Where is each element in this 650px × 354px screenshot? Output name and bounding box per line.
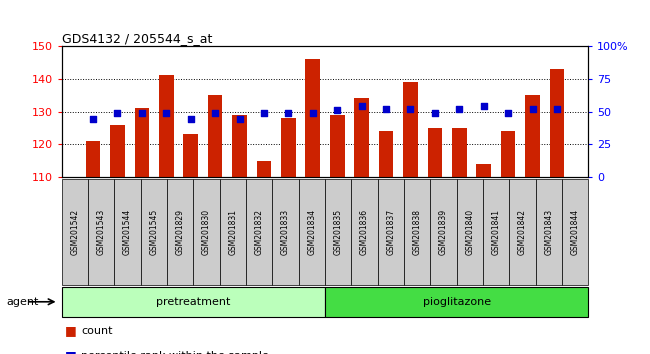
Text: GSM201838: GSM201838 — [413, 209, 422, 255]
Text: pioglitazone: pioglitazone — [422, 297, 491, 307]
Bar — [183, 135, 198, 177]
Text: GSM201833: GSM201833 — [281, 209, 290, 255]
Text: GSM201841: GSM201841 — [491, 209, 500, 255]
Bar — [208, 95, 222, 177]
Point — [478, 103, 489, 109]
Text: GSM201545: GSM201545 — [150, 209, 159, 255]
Text: ■: ■ — [65, 349, 77, 354]
Text: percentile rank within the sample: percentile rank within the sample — [81, 351, 269, 354]
Point — [88, 116, 98, 122]
Text: GSM201830: GSM201830 — [202, 209, 211, 255]
Point — [112, 110, 123, 116]
Text: pretreatment: pretreatment — [156, 297, 231, 307]
Text: GSM201843: GSM201843 — [544, 209, 553, 255]
Text: count: count — [81, 326, 112, 336]
Text: GSM201542: GSM201542 — [70, 209, 79, 255]
Point — [210, 110, 220, 116]
Point — [552, 106, 562, 112]
Text: GSM201832: GSM201832 — [255, 209, 264, 255]
Point — [503, 110, 514, 116]
Bar — [379, 131, 393, 177]
Bar — [525, 95, 540, 177]
Point — [307, 110, 318, 116]
Point — [136, 110, 147, 116]
Bar — [330, 115, 344, 177]
Text: GSM201835: GSM201835 — [333, 209, 343, 255]
Bar — [257, 161, 271, 177]
Text: GSM201831: GSM201831 — [228, 209, 237, 255]
Text: agent: agent — [6, 297, 39, 307]
Text: GSM201829: GSM201829 — [176, 209, 185, 255]
Text: GSM201834: GSM201834 — [307, 209, 317, 255]
Text: ■: ■ — [65, 325, 77, 337]
Point — [185, 116, 196, 122]
Text: GDS4132 / 205544_s_at: GDS4132 / 205544_s_at — [62, 32, 212, 45]
Bar — [428, 128, 442, 177]
Bar — [501, 131, 515, 177]
Point — [356, 103, 367, 109]
Point — [430, 110, 440, 116]
Text: GSM201840: GSM201840 — [465, 209, 474, 255]
Text: GSM201836: GSM201836 — [360, 209, 369, 255]
Point — [454, 106, 465, 112]
Text: GSM201543: GSM201543 — [97, 209, 106, 255]
Bar — [452, 128, 467, 177]
Text: GSM201544: GSM201544 — [123, 209, 132, 255]
Point — [161, 110, 172, 116]
Point — [259, 110, 269, 116]
Point — [527, 106, 538, 112]
Point — [332, 107, 343, 113]
Bar — [354, 98, 369, 177]
Bar — [232, 115, 247, 177]
Text: GSM201844: GSM201844 — [571, 209, 580, 255]
Bar — [159, 75, 174, 177]
Point — [405, 106, 415, 112]
Bar — [306, 59, 320, 177]
Bar — [281, 118, 296, 177]
Text: GSM201839: GSM201839 — [439, 209, 448, 255]
Bar — [86, 141, 100, 177]
Point — [381, 106, 391, 112]
Bar — [110, 125, 125, 177]
Point — [235, 116, 245, 122]
Bar — [476, 164, 491, 177]
Bar — [135, 108, 149, 177]
Point — [283, 110, 294, 116]
Bar — [403, 82, 418, 177]
Text: GSM201842: GSM201842 — [518, 209, 527, 255]
Bar — [550, 69, 564, 177]
Text: GSM201837: GSM201837 — [386, 209, 395, 255]
